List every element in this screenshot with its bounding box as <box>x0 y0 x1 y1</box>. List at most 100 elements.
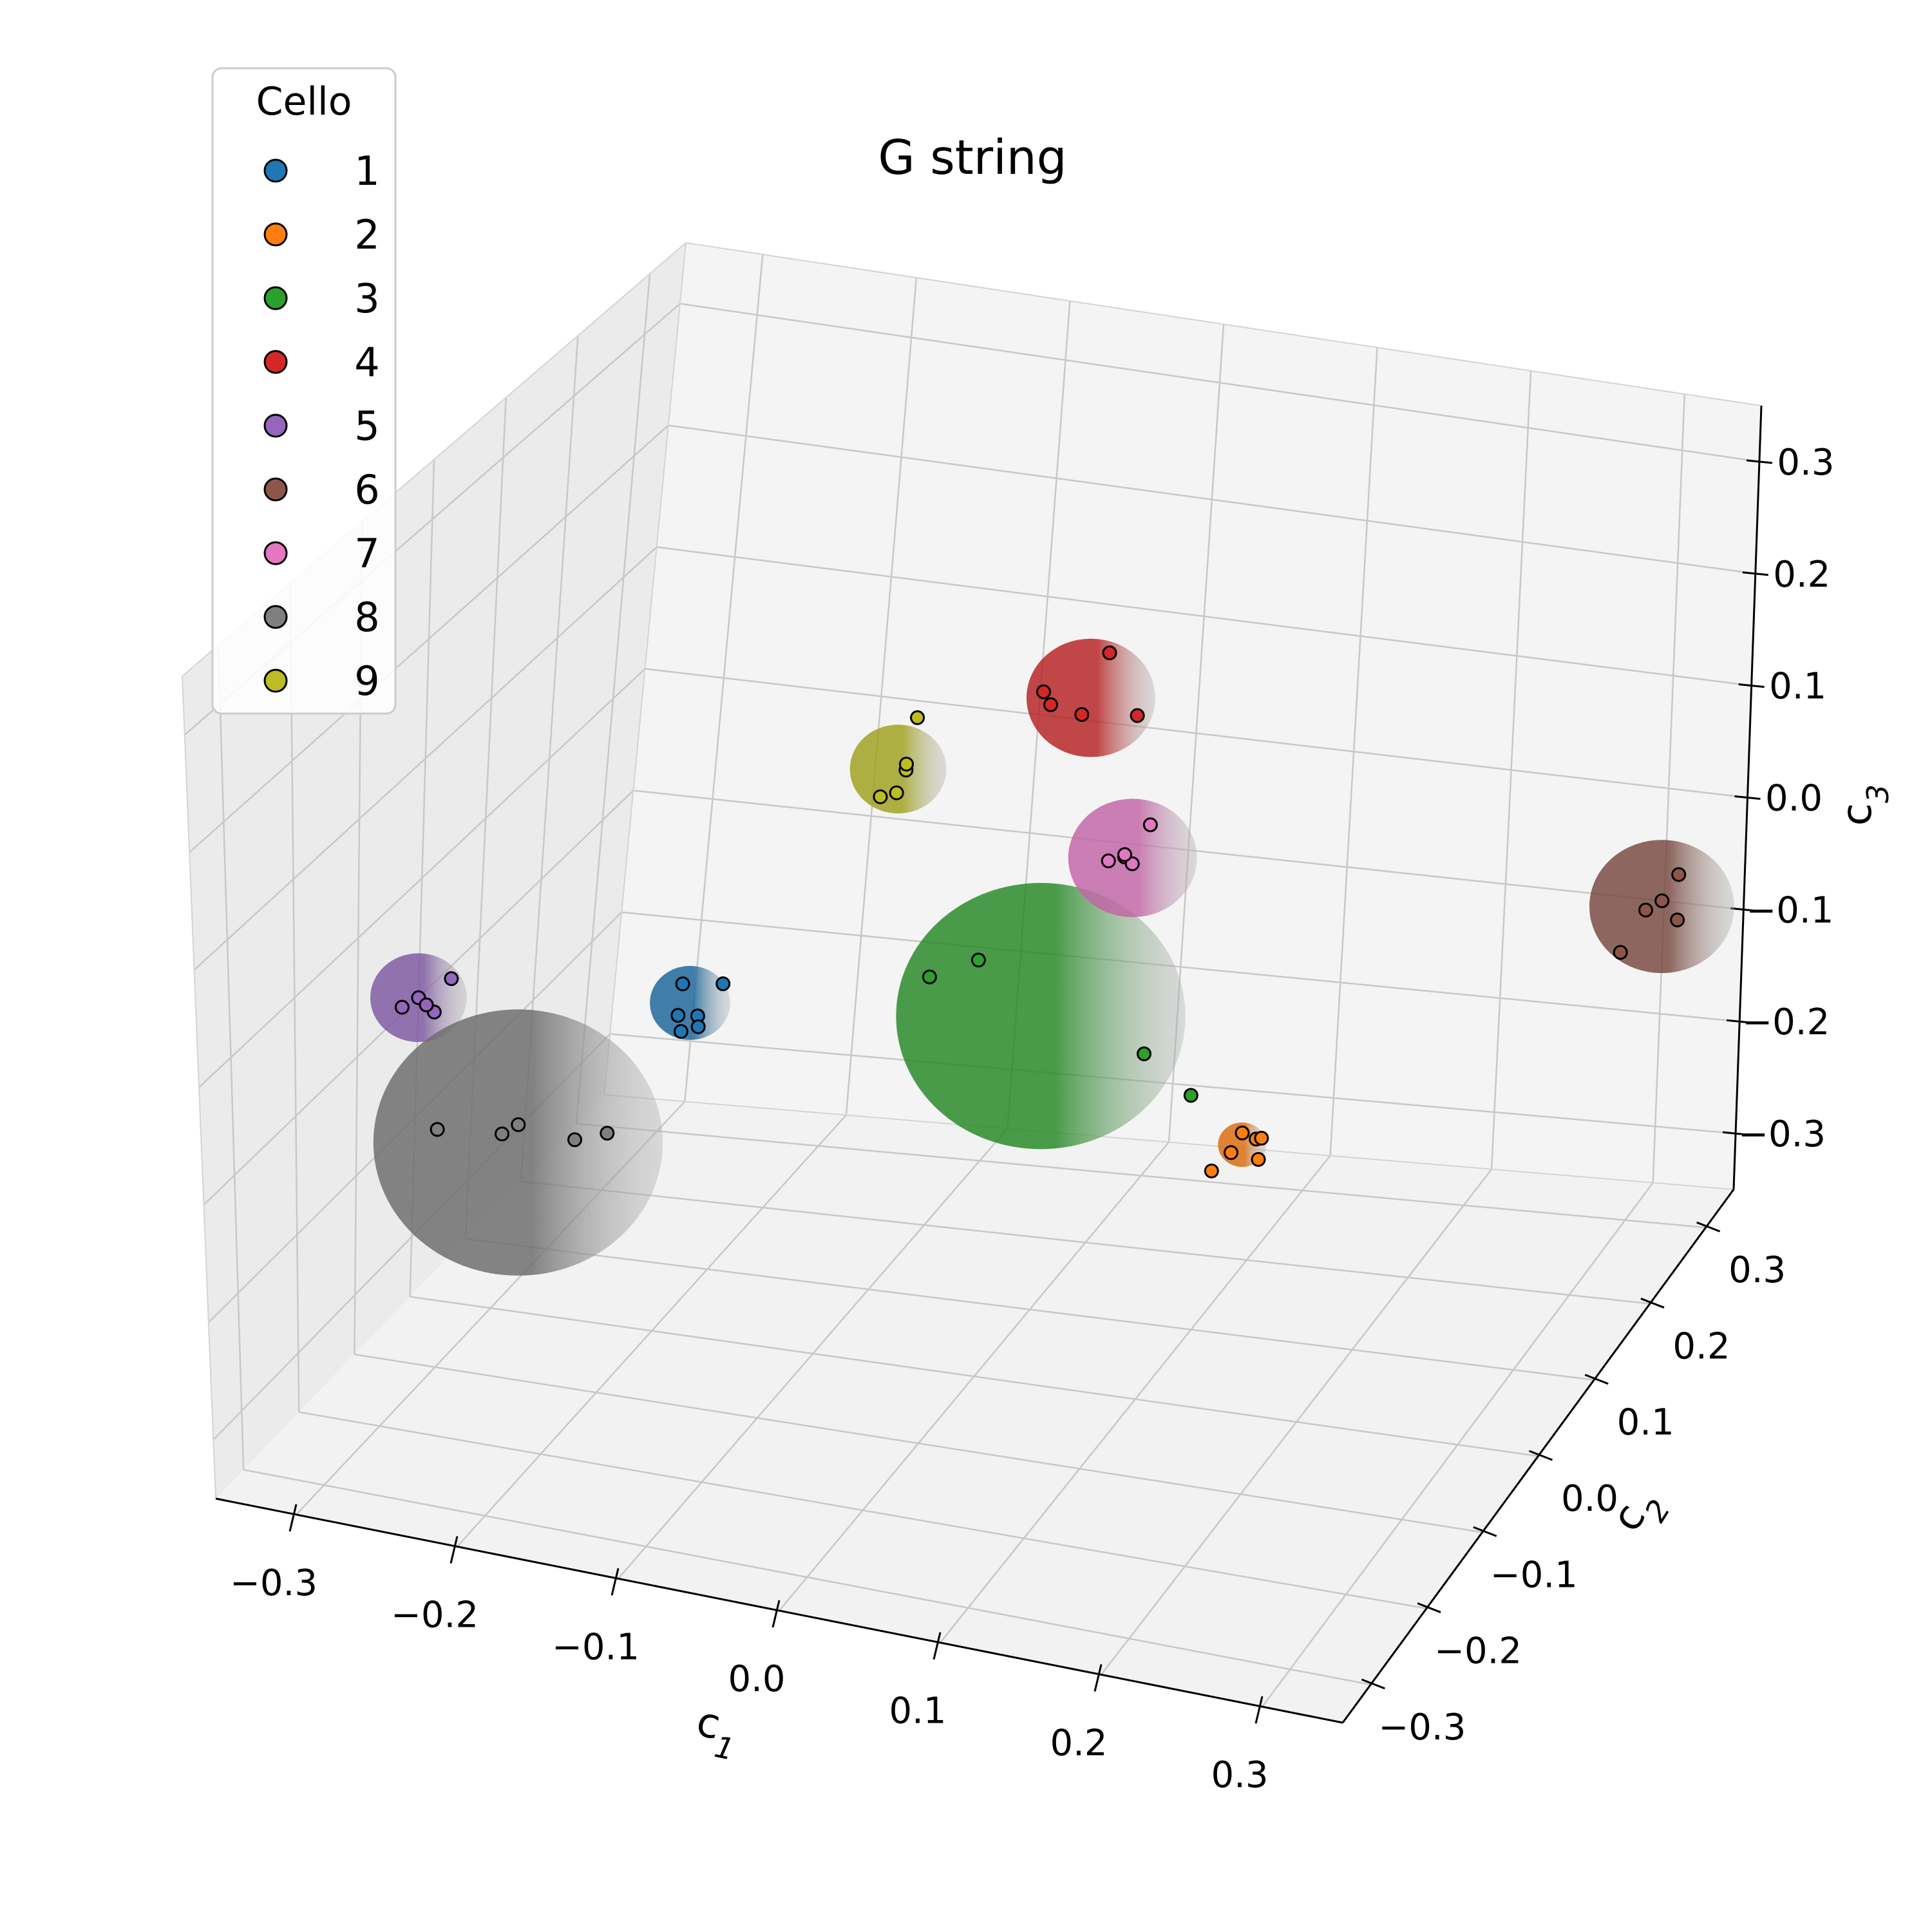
z-tick-3 <box>1734 795 1761 800</box>
x-tick-label-6: 0.3 <box>1211 1754 1268 1796</box>
point-cello-8-1 <box>495 1126 509 1142</box>
point-cello-8-4 <box>600 1126 615 1141</box>
point-cello-6-0 <box>1671 867 1687 882</box>
grid-floor-y-3 <box>410 1296 1539 1457</box>
x-tick-label-1: −0.2 <box>391 1595 478 1636</box>
y-tick-label-4: 0.1 <box>1617 1402 1674 1444</box>
legend-label-5: 5 <box>354 402 379 450</box>
pane-edge-2 <box>685 242 1762 406</box>
cluster-sphere-9 <box>849 724 947 814</box>
point-cello-5-3 <box>394 999 410 1015</box>
legend-label-3: 3 <box>354 275 379 322</box>
x-tick-6 <box>1255 1696 1264 1724</box>
point-cello-8-2 <box>511 1117 526 1132</box>
point-cello-2-3 <box>1224 1145 1238 1160</box>
point-cello-8-0 <box>430 1122 445 1137</box>
legend-title: Cello <box>256 79 352 124</box>
x-tick-label-2: −0.1 <box>552 1626 639 1668</box>
z-tick-label-5: 0.2 <box>1773 554 1830 596</box>
grid-back-z-5 <box>668 424 1756 575</box>
grid-left-y-6 <box>575 273 651 1124</box>
y-tick-3 <box>1528 1450 1553 1461</box>
grid-floor-x-6 <box>1261 1182 1654 1707</box>
cluster-sphere-shade-1 <box>650 965 730 1040</box>
point-cello-4-2 <box>1043 697 1058 712</box>
y-tick-0 <box>1361 1678 1385 1690</box>
pane-edge-0 <box>603 242 687 1095</box>
grid-floor-x-5 <box>1101 1168 1493 1676</box>
point-cello-3-0 <box>922 969 937 985</box>
axis-ticks: −0.3 −0.3 −0.3 −0.2 −0.2 −0.2 −0.1 −0.1 −0.1 0.0 0… <box>230 442 1834 1796</box>
point-cello-5-0 <box>444 971 459 987</box>
y-tick-5 <box>1640 1298 1665 1309</box>
point-cello-1-1 <box>715 976 731 992</box>
cluster-sphere-shade-3 <box>896 883 1186 1150</box>
point-cello-3-1 <box>971 952 986 968</box>
legend-label-9: 9 <box>354 658 379 705</box>
y-axis-line <box>1341 1189 1735 1723</box>
y-tick-label-1: −0.2 <box>1434 1631 1522 1672</box>
z-tick-label-2: −0.1 <box>1746 889 1833 931</box>
point-cello-7-4 <box>1117 847 1132 862</box>
grid-left-z-5 <box>189 424 669 853</box>
legend-label-4: 4 <box>354 339 379 386</box>
grid-left-z-4 <box>193 546 658 971</box>
point-cello-9-3 <box>889 785 904 800</box>
z-tick-4 <box>1738 683 1765 688</box>
legend-marker-4 <box>263 350 288 374</box>
grid-floor-y-4 <box>465 1238 1595 1381</box>
legend: Cello 1 2 3 4 5 6 7 8 9 <box>211 67 397 715</box>
point-cello-3-3 <box>1183 1088 1198 1103</box>
point-cello-4-4 <box>1130 708 1145 723</box>
legend-marker-6 <box>263 477 288 502</box>
y-tick-label-2: −0.1 <box>1490 1554 1578 1596</box>
y-tick-label-6: 0.3 <box>1728 1249 1786 1291</box>
grid-back-z-3 <box>645 668 1748 799</box>
point-cello-2-0 <box>1235 1125 1250 1141</box>
axes-panes <box>182 243 1761 1723</box>
pane-back <box>604 243 1761 1189</box>
x-tick-1 <box>450 1536 459 1564</box>
x-tick-label-0: −0.3 <box>230 1562 317 1604</box>
grid-floor-x-4 <box>940 1155 1331 1643</box>
point-cello-5-4 <box>419 997 434 1012</box>
point-cello-3-2 <box>1137 1046 1151 1061</box>
y-tick-1 <box>1417 1602 1441 1613</box>
z-axis-label-sub: 3 <box>1861 784 1895 803</box>
point-cello-4-3 <box>1074 707 1090 722</box>
legend-label-1: 1 <box>354 147 379 194</box>
x-tick-label-3: 0.0 <box>728 1658 785 1700</box>
point-cello-1-4 <box>690 1019 706 1034</box>
grid-back-x-5 <box>1490 370 1532 1170</box>
y-tick-label-5: 0.2 <box>1672 1325 1730 1367</box>
chart-title: G string <box>878 130 1066 185</box>
point-cello-2-5 <box>1254 1130 1269 1146</box>
legend-marker-5 <box>263 413 288 438</box>
point-cello-2-2 <box>1251 1151 1266 1167</box>
z-tick-1 <box>1727 1019 1753 1024</box>
point-cello-8-3 <box>567 1132 582 1148</box>
legend-label-7: 7 <box>354 530 379 577</box>
pane-edge-1 <box>603 1094 1734 1190</box>
grid-left-z-3 <box>198 668 646 1088</box>
point-cello-4-0 <box>1102 645 1117 661</box>
data-points <box>394 645 1687 1179</box>
point-cello-4-1 <box>1036 684 1051 699</box>
y-tick-label-3: 0.0 <box>1561 1478 1618 1520</box>
grid-back-x-4 <box>1329 347 1378 1156</box>
cluster-sphere-shade-4 <box>1027 638 1155 757</box>
grid-back-z-6 <box>679 303 1760 463</box>
point-cello-1-5 <box>670 1008 686 1023</box>
legend-marker-2 <box>263 222 288 247</box>
grid-floor-y-6 <box>576 1122 1706 1229</box>
pane-edge-4 <box>182 676 216 1499</box>
cluster-sphere-1 <box>650 965 730 1040</box>
grid-back-x-6 <box>1652 393 1685 1183</box>
x-tick-label-4: 0.1 <box>889 1690 946 1732</box>
legend-marker-7 <box>263 541 288 565</box>
legend-marker-9 <box>263 668 288 693</box>
legend-marker-1 <box>263 158 288 183</box>
z-axis-label-main: c <box>1833 803 1881 826</box>
point-cello-7-2 <box>1101 853 1116 869</box>
